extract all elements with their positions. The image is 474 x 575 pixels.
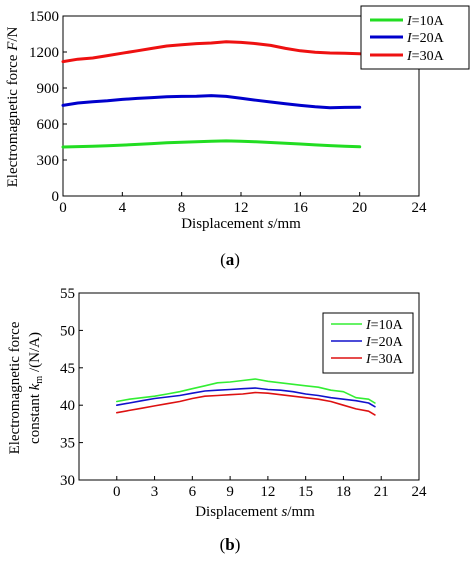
panel-a: 0 4 8 12 16 20 24 0 300 600 900 1200 1500 I=10A I=2…: [5, 5, 470, 269]
x-ticks-a: 0 4 8 12 16 20 24: [59, 192, 427, 216]
x-tick-label: 12: [260, 484, 275, 500]
y-tick-label: 1500: [29, 9, 59, 25]
x-tick-label: 20: [352, 200, 367, 216]
x-tick-label: 0: [113, 484, 121, 500]
y-tick-label: 55: [60, 286, 75, 302]
x-tick-label: 21: [374, 484, 389, 500]
x-tick-label: 9: [226, 484, 234, 500]
y-axis-label-a: Electromagnetic force F/N: [5, 26, 21, 187]
x-ticks-b: 0 3 6 9 12 15 18 21 24: [113, 476, 427, 500]
y-ticks-a: 0 300 600 900 1200 1500: [29, 9, 67, 205]
legend-box-b: [322, 312, 414, 374]
legend-a: I=10A I=20A I=30A: [360, 5, 470, 70]
y-axis-label-b-line1: Electromagnetic force: [7, 321, 23, 454]
x-axis-label-b: Displacement s/mm: [195, 504, 315, 520]
series-line-i-30a: [116, 391, 376, 416]
legend-label-30a: I=30A: [365, 352, 404, 367]
y-ticks-b: 30 35 40 45 50 55: [60, 286, 83, 489]
y-tick-label: 300: [37, 153, 60, 169]
caption-b: (b): [220, 535, 241, 554]
x-tick-label: 16: [293, 200, 309, 216]
x-axis-label-a: Displacement s/mm: [181, 216, 301, 232]
y-tick-label: 50: [60, 323, 75, 339]
series-line-i-20a: [61, 94, 362, 110]
series-group-a: [61, 40, 362, 149]
y-tick-label: 900: [37, 81, 60, 97]
y-tick-label: 1200: [29, 45, 59, 61]
legend-label-10a: I=10A: [406, 14, 445, 29]
panel-b: 0 3 6 9 12 15 18 21 24 30 35 40 45 50 55 I=10A I=20A …: [7, 286, 427, 554]
y-tick-label: 30: [60, 473, 75, 489]
x-tick-label: 0: [59, 200, 67, 216]
x-tick-label: 8: [178, 200, 186, 216]
x-tick-label: 3: [151, 484, 159, 500]
series-line-i-30a: [61, 40, 362, 64]
y-tick-label: 0: [52, 189, 60, 205]
x-tick-label: 24: [412, 484, 428, 500]
series-line-i-10a: [116, 378, 376, 404]
x-tick-label: 15: [298, 484, 313, 500]
legend-label-20a: I=20A: [365, 335, 404, 350]
legend-label-10a: I=10A: [365, 318, 404, 333]
x-tick-label: 4: [119, 200, 127, 216]
caption-a: (a): [220, 250, 240, 269]
plot-frame-b: [78, 292, 420, 481]
x-tick-label: 18: [336, 484, 351, 500]
series-line-i-10a: [61, 139, 362, 149]
y-tick-label: 40: [60, 398, 75, 414]
legend-label-30a: I=30A: [406, 49, 445, 64]
y-tick-label: 45: [60, 361, 75, 377]
legend-b: I=10A I=20A I=30A: [322, 312, 414, 374]
y-tick-label: 600: [37, 117, 60, 133]
series-line-i-20a: [116, 387, 376, 408]
x-tick-label: 12: [234, 200, 249, 216]
x-tick-label: 6: [189, 484, 197, 500]
series-group-b: [116, 378, 376, 416]
y-tick-label: 35: [60, 436, 75, 452]
legend-label-20a: I=20A: [406, 31, 445, 46]
y-axis-label-b-line2: constant km /(N/A): [27, 332, 45, 444]
x-tick-label: 24: [412, 200, 428, 216]
